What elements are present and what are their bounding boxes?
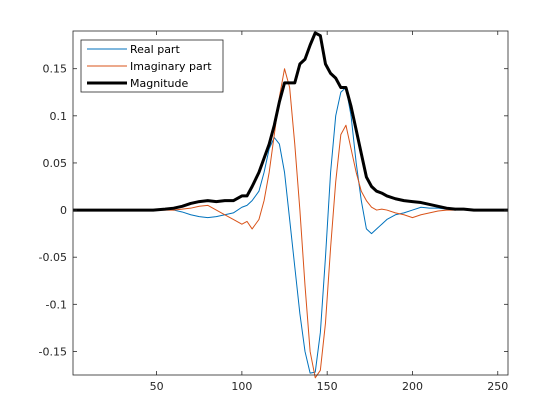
series-layer: [73, 31, 508, 379]
series-line-imaginary-part: [73, 68, 508, 379]
legend-label-imaginary-part: Imaginary part: [130, 60, 212, 73]
x-tick-label: 100: [231, 380, 252, 393]
y-tick-label: 0: [60, 204, 67, 217]
y-tick-label: -0.05: [39, 251, 67, 264]
y-tick-label: 0.1: [50, 110, 68, 123]
legend-label-magnitude: Magnitude: [130, 77, 189, 90]
x-tick-label: 200: [402, 380, 423, 393]
y-tick-label: 0.15: [43, 63, 68, 76]
legend-label-real-part: Real part: [130, 43, 180, 56]
y-tick-label: 0.05: [43, 157, 68, 170]
axes-layer: 50 100 150 200 250 -0.15 -0.1 -0.05 0 0.05 0.1 0.15: [39, 30, 509, 393]
y-tick-label: -0.1: [46, 298, 67, 311]
axes-box: [72, 30, 509, 376]
x-tick-label: 50: [150, 380, 164, 393]
legend: Real part Imaginary part Magnitude: [80, 39, 224, 93]
series-line-real-part: [73, 87, 508, 374]
series-line-magnitude: [73, 31, 508, 212]
x-tick-label: 150: [317, 380, 338, 393]
y-tick-label: -0.15: [39, 345, 67, 358]
x-tick-label: 250: [487, 380, 508, 393]
